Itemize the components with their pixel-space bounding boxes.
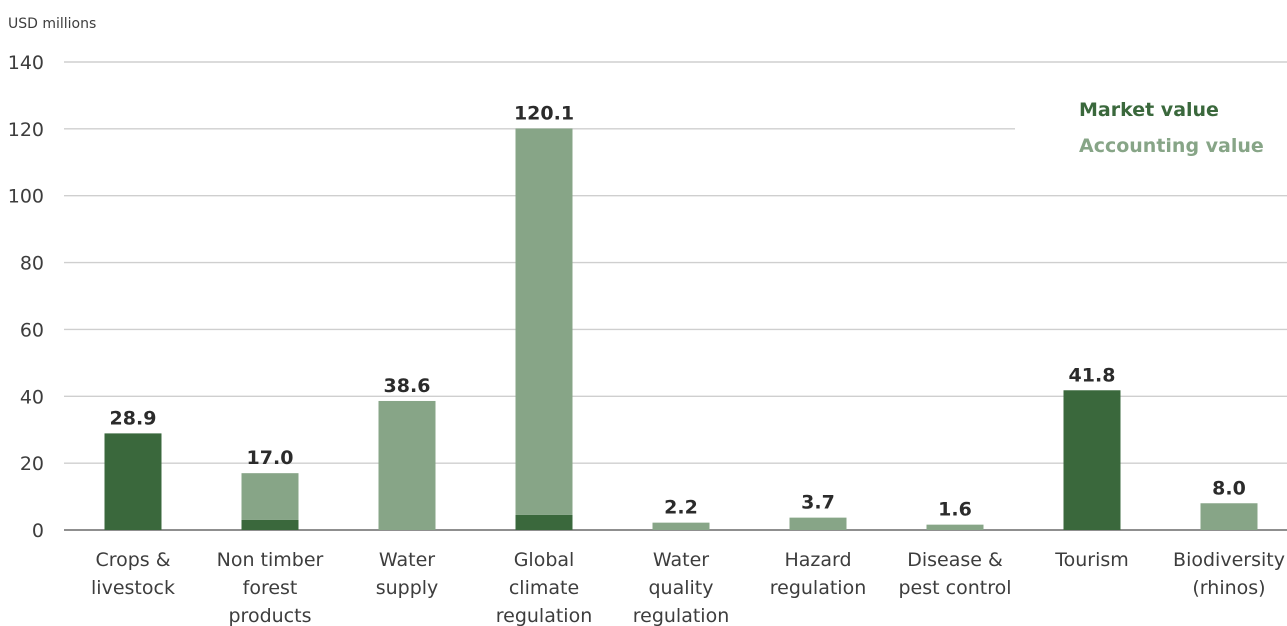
bar-market-value xyxy=(515,514,573,530)
y-tick-label: 20 xyxy=(20,453,44,475)
category-label-line: regulation xyxy=(633,605,730,626)
bar-accounting-value xyxy=(515,128,573,515)
bar-accounting-value xyxy=(652,522,710,530)
data-label: 120.1 xyxy=(514,103,574,125)
data-label: 17.0 xyxy=(247,447,294,469)
category-label-line: Global xyxy=(514,549,575,571)
category-label-line: (rhinos) xyxy=(1192,577,1265,599)
data-label: 8.0 xyxy=(1212,477,1246,499)
category-label: Biodiversity (rhinos) xyxy=(1173,549,1285,599)
category-label-line: Hazard xyxy=(784,549,851,571)
category-label-line: Biodiversity xyxy=(1173,549,1285,571)
category-label-line: quality xyxy=(649,577,714,599)
category-label-line: Water xyxy=(379,549,435,571)
category-label: Disease & pest control xyxy=(899,549,1012,599)
data-labels: 28.9 17.0 38.6 120.1 2.2 3.7 1.6 41.8 8.0 xyxy=(110,103,1246,521)
category-label-line: livestock xyxy=(91,577,175,599)
bar-market-value xyxy=(241,519,299,530)
data-label: 28.9 xyxy=(110,407,157,429)
category-label: Crops & livestock xyxy=(91,549,175,599)
data-label: 2.2 xyxy=(664,497,698,519)
bar-accounting-value xyxy=(926,524,984,530)
category-label: Tourism xyxy=(1054,549,1129,571)
y-axis-unit-label: USD millions xyxy=(8,16,96,32)
bar-market-value xyxy=(1063,390,1121,530)
y-tick-label: 120 xyxy=(8,119,44,141)
category-label-line: Crops & xyxy=(95,549,170,571)
y-tick-label: 0 xyxy=(32,520,44,542)
data-label: 1.6 xyxy=(938,499,972,521)
legend: Market value Accounting value xyxy=(1079,99,1264,157)
data-label: 41.8 xyxy=(1069,364,1116,386)
category-label-line: climate xyxy=(509,577,579,599)
y-tick-label: 100 xyxy=(8,186,44,208)
category-label-line: Water xyxy=(653,549,709,571)
category-label: Hazard regulation xyxy=(770,549,867,599)
data-label: 38.6 xyxy=(384,375,431,397)
category-label-line: pest control xyxy=(899,577,1012,599)
data-label: 3.7 xyxy=(801,492,835,514)
category-label-line: regulation xyxy=(496,605,593,626)
category-label: Non timber forest products xyxy=(217,549,324,626)
bar-market-value xyxy=(104,433,162,530)
category-label-line: forest xyxy=(243,577,298,599)
y-tick-label: 140 xyxy=(8,52,44,74)
category-label-line: Tourism xyxy=(1054,549,1129,571)
bars xyxy=(104,128,1258,530)
y-tick-label: 60 xyxy=(20,319,44,341)
bar-accounting-value xyxy=(378,400,436,530)
category-label: Water supply xyxy=(376,549,439,599)
bar-accounting-value xyxy=(789,517,847,530)
category-label-line: Disease & xyxy=(907,549,1003,571)
y-tick-label: 80 xyxy=(20,253,44,275)
category-labels: Crops & livestock Non timber forest products… xyxy=(91,549,1285,626)
category-label-line: supply xyxy=(376,577,439,599)
legend-entry: Accounting value xyxy=(1079,135,1264,157)
category-label: Global climate regulation xyxy=(496,549,593,626)
category-label: Water quality regulation xyxy=(633,549,730,626)
y-tick-label: 40 xyxy=(20,386,44,408)
bar-accounting-value xyxy=(1200,503,1258,530)
category-label-line: products xyxy=(229,605,312,626)
category-label-line: Non timber xyxy=(217,549,324,571)
category-label-line: regulation xyxy=(770,577,867,599)
legend-entry: Market value xyxy=(1079,99,1219,121)
bar-accounting-value xyxy=(241,473,299,520)
